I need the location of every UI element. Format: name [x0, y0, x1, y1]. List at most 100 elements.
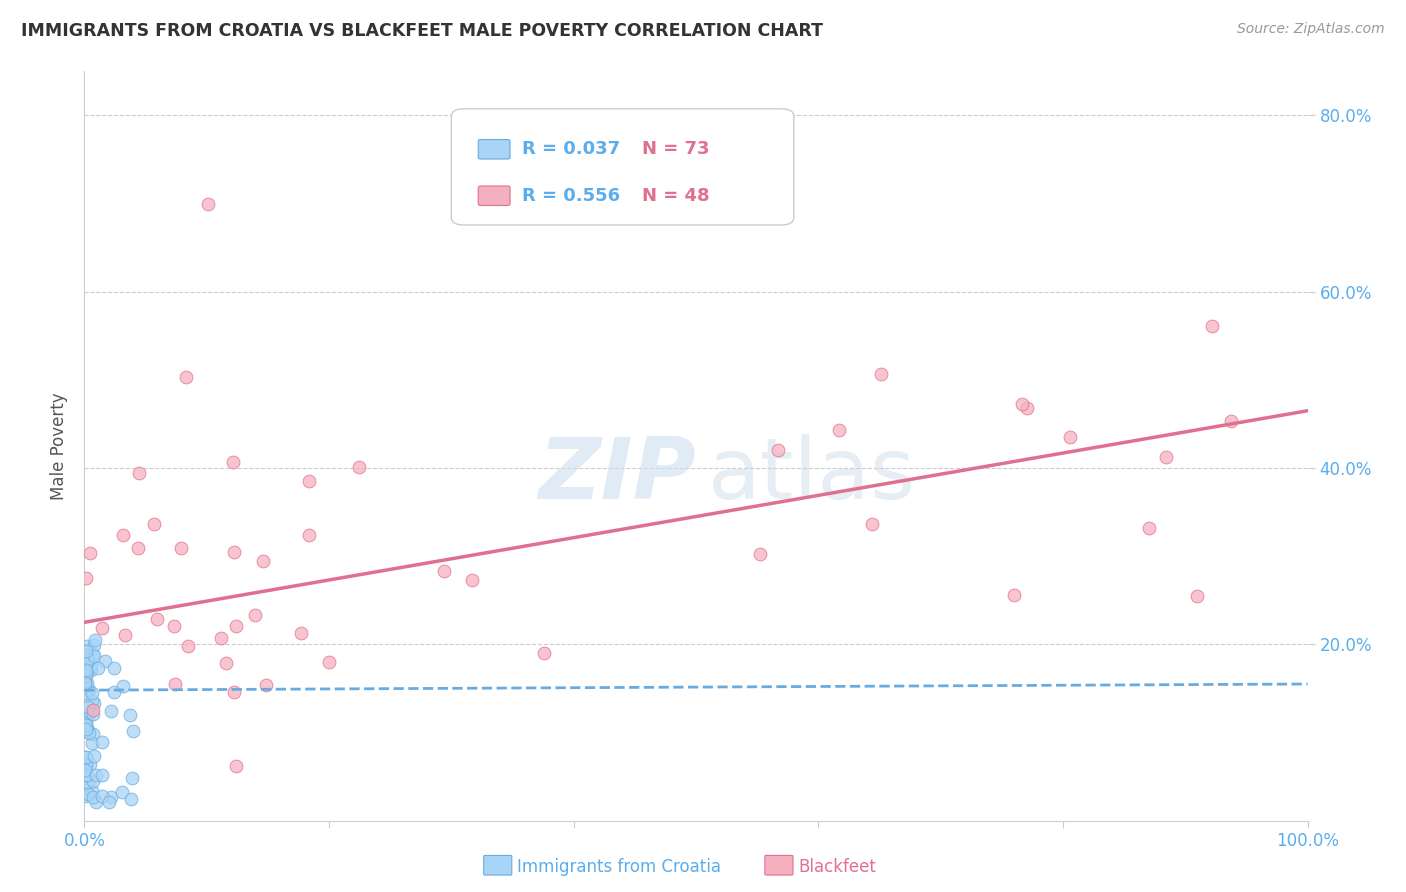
Point — [112, 679, 135, 693]
Point — [73, 772, 96, 786]
Text: IMMIGRANTS FROM CROATIA VS BLACKFEET MALE POVERTY CORRELATION CHART: IMMIGRANTS FROM CROATIA VS BLACKFEET MAL… — [21, 22, 823, 40]
Point — [75, 660, 97, 674]
Point — [76, 774, 98, 789]
Point — [254, 678, 277, 692]
Point — [83, 638, 105, 652]
Point — [76, 639, 98, 653]
Point — [318, 655, 340, 669]
Point — [87, 661, 110, 675]
Point — [75, 724, 97, 739]
Point — [225, 619, 247, 633]
Text: ZIP: ZIP — [538, 434, 696, 517]
Point — [122, 724, 145, 739]
Point — [73, 674, 96, 689]
Point — [76, 676, 98, 690]
Text: N = 73: N = 73 — [643, 140, 710, 158]
Point — [80, 658, 103, 673]
Point — [1002, 588, 1025, 602]
Text: R = 0.037: R = 0.037 — [522, 140, 620, 158]
Point — [298, 474, 321, 488]
Point — [766, 443, 789, 458]
Text: Source: ZipAtlas.com: Source: ZipAtlas.com — [1237, 22, 1385, 37]
Point — [75, 767, 97, 781]
Point — [77, 787, 100, 801]
Point — [76, 665, 98, 679]
Point — [77, 708, 100, 723]
Point — [221, 455, 243, 469]
Point — [83, 748, 105, 763]
Point — [75, 686, 97, 700]
Point — [75, 750, 97, 764]
Point — [225, 759, 247, 773]
Point — [82, 703, 104, 717]
Point — [75, 789, 97, 804]
Point — [1201, 318, 1223, 333]
Point — [146, 612, 169, 626]
Text: Blackfeet: Blackfeet — [799, 858, 876, 876]
Point — [75, 749, 97, 764]
FancyBboxPatch shape — [478, 186, 510, 205]
Point — [103, 661, 125, 675]
Point — [76, 657, 98, 672]
Point — [121, 771, 143, 785]
Point — [75, 571, 97, 585]
Point — [1137, 521, 1160, 535]
Point — [103, 684, 125, 698]
Point — [97, 795, 120, 809]
Point — [100, 704, 122, 718]
Point — [177, 640, 200, 654]
FancyBboxPatch shape — [478, 139, 510, 159]
Point — [860, 517, 883, 532]
Point — [80, 663, 103, 677]
Point — [77, 652, 100, 666]
Point — [73, 666, 96, 681]
Point — [82, 726, 104, 740]
Point — [82, 694, 104, 708]
Point — [82, 736, 104, 750]
Text: atlas: atlas — [709, 434, 917, 517]
Point — [297, 527, 319, 541]
Point — [94, 655, 117, 669]
Point — [84, 768, 107, 782]
Point — [224, 545, 246, 559]
Point — [80, 685, 103, 699]
Text: R = 0.556: R = 0.556 — [522, 186, 620, 205]
Point — [73, 665, 96, 680]
Text: Immigrants from Croatia: Immigrants from Croatia — [517, 858, 721, 876]
Point — [163, 619, 186, 633]
Point — [174, 369, 197, 384]
Text: N = 48: N = 48 — [643, 186, 710, 205]
Point — [869, 367, 891, 381]
Point — [112, 528, 135, 542]
Point — [214, 656, 236, 670]
Y-axis label: Male Poverty: Male Poverty — [51, 392, 69, 500]
Point — [75, 716, 97, 731]
Point — [73, 763, 96, 777]
Point — [82, 706, 104, 721]
Point — [347, 459, 370, 474]
Point — [75, 758, 97, 772]
Point — [79, 725, 101, 739]
Point — [222, 684, 245, 698]
Point — [83, 696, 105, 710]
Point — [75, 722, 97, 736]
Point — [127, 541, 149, 555]
Point — [100, 790, 122, 805]
Point — [433, 564, 456, 578]
Point — [90, 621, 112, 635]
Point — [120, 792, 142, 806]
Point — [243, 608, 266, 623]
Point — [73, 675, 96, 690]
Point — [75, 663, 97, 677]
Point — [142, 517, 165, 532]
Point — [1185, 589, 1208, 603]
Point — [82, 773, 104, 788]
Point — [111, 785, 134, 799]
Point — [75, 663, 97, 677]
Point — [91, 768, 114, 782]
Point — [73, 719, 96, 733]
Point — [79, 546, 101, 560]
Point — [76, 721, 98, 735]
Point — [75, 644, 97, 658]
Point — [197, 196, 219, 211]
